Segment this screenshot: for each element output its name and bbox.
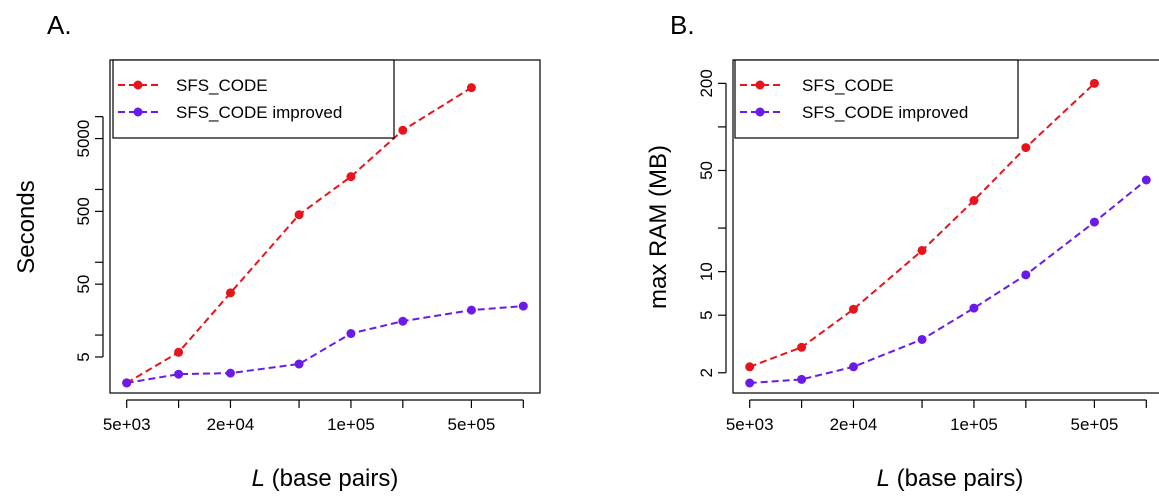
panel-a-x-axis-label: L (base pairs): [252, 465, 399, 492]
panel-b-axes: 5e+03 2e+04 1e+05 5e+05 2 5 10 50 200: [697, 69, 1147, 434]
panel-b-data-point-sfs-code-improved: [1089, 217, 1099, 227]
panel-b-legend-box: [734, 59, 1019, 139]
panel-b-data-point-sfs-code-improved: [848, 362, 858, 372]
panel-b-data-point-sfs-code-improved: [969, 303, 979, 313]
panel-b-x-axis-label-rest: (base pairs): [897, 465, 1024, 492]
panel-a-legend: SFS_CODE SFS_CODE improved: [112, 59, 395, 139]
panel-a-data-point-sfs-code: [398, 125, 408, 135]
panel-a-y-tick-label: 50: [74, 275, 93, 294]
panel-b-y-tick-label: 10: [697, 262, 716, 281]
panel-b-y-axis-label: max RAM (MB): [645, 145, 672, 309]
panel-a-x-axis-label-italic: L: [252, 465, 265, 492]
panel-a-data-point-sfs-code: [346, 172, 356, 182]
panel-a-y-axis-label: Seconds: [13, 180, 40, 273]
panel-a-data-point-sfs-code-improved: [398, 316, 408, 326]
panel-a-data-point-sfs-code: [225, 288, 235, 298]
panel-a-data-point-sfs-code-improved: [225, 368, 235, 378]
panel-a-y-tick-label: 5000: [74, 120, 93, 158]
panel-b-legend-marker-sfs-code: [755, 80, 765, 90]
panel-a-data-point-sfs-code-improved: [518, 301, 528, 311]
panel-a-data-point-sfs-code-improved: [346, 329, 356, 339]
panel-a-data-point-sfs-code-improved: [466, 305, 476, 315]
panel-a-x-tick-label: 1e+05: [327, 415, 375, 434]
panel-a-legend-marker-sfs-code: [133, 80, 143, 90]
panel-b-data-point-sfs-code: [969, 196, 979, 206]
panel-b-series-line-sfs-code-improved: [749, 179, 1147, 384]
panel-b-x-tick-label: 5e+03: [726, 415, 774, 434]
panel-a-data-point-sfs-code: [294, 210, 304, 220]
panel-b-data-point-sfs-code-improved: [745, 378, 755, 388]
panel-a-y-tick-label: 5: [74, 352, 93, 361]
panel-a-series: [122, 83, 528, 388]
panel-b-legend-marker-sfs-code-improved: [755, 107, 765, 117]
panel-b-x-axis-label: L (base pairs): [877, 465, 1024, 492]
panel-b: B. max RAM (MB) L (base pairs) 5e+03 2e+0…: [645, 10, 1159, 492]
panel-b-y-tick-label: 200: [697, 69, 716, 97]
panel-a-legend-marker-sfs-code-improved: [133, 107, 143, 117]
panel-a: A. Seconds L (base pairs) 5e+03 2e+04 1e+0…: [13, 10, 541, 492]
panel-b-x-tick-label: 5e+05: [1071, 415, 1119, 434]
panel-b-legend-label-sfs-code: SFS_CODE: [802, 76, 894, 95]
panel-a-legend-label-sfs-code-improved: SFS_CODE improved: [176, 103, 342, 122]
panel-a-data-point-sfs-code-improved: [294, 359, 304, 369]
panel-b-legend: SFS_CODE SFS_CODE improved: [734, 59, 1019, 139]
panel-a-x-tick-label: 5e+03: [103, 415, 151, 434]
panel-a-data-point-sfs-code-improved: [174, 369, 184, 379]
panel-a-x-tick-label: 5e+05: [448, 415, 496, 434]
panel-b-data-point-sfs-code-improved: [797, 374, 807, 384]
panel-b-data-point-sfs-code-improved: [917, 334, 927, 344]
panel-a-axes: 5e+03 2e+04 1e+05 5e+05 5 50 500 5000: [74, 116, 524, 434]
panel-b-data-point-sfs-code: [917, 245, 927, 255]
panel-b-data-point-sfs-code: [848, 304, 858, 314]
panel-a-data-point-sfs-code: [174, 347, 184, 357]
panel-b-x-tick-label: 1e+05: [950, 415, 998, 434]
panel-b-x-tick-label: 2e+04: [830, 415, 878, 434]
panel-a-series-line-sfs-code-improved: [126, 305, 524, 384]
panel-b-data-point-sfs-code-improved: [1141, 175, 1151, 185]
panel-b-series: [745, 78, 1151, 388]
panel-b-label: B.: [670, 10, 695, 40]
panel-b-data-point-sfs-code: [745, 362, 755, 372]
panel-a-legend-label-sfs-code: SFS_CODE: [176, 76, 268, 95]
panel-b-data-point-sfs-code: [1021, 143, 1031, 153]
panel-b-legend-label-sfs-code-improved: SFS_CODE improved: [802, 103, 968, 122]
panel-a-x-tick-label: 2e+04: [207, 415, 255, 434]
panel-a-data-point-sfs-code-improved: [122, 378, 132, 388]
panel-b-x-axis-label-italic: L: [877, 465, 890, 492]
panel-b-data-point-sfs-code-improved: [1021, 270, 1031, 280]
panel-a-label: A.: [47, 10, 72, 40]
panel-b-y-tick-label: 5: [697, 310, 716, 319]
panel-b-y-tick-label: 50: [697, 161, 716, 180]
panel-b-y-tick-label: 2: [697, 368, 716, 377]
panel-a-x-axis-label-rest: (base pairs): [272, 465, 399, 492]
panel-a-y-tick-label: 500: [74, 197, 93, 225]
panel-b-data-point-sfs-code: [797, 342, 807, 352]
panel-b-data-point-sfs-code: [1089, 78, 1099, 88]
panel-a-data-point-sfs-code: [466, 83, 476, 93]
panel-a-legend-box: [112, 59, 395, 139]
